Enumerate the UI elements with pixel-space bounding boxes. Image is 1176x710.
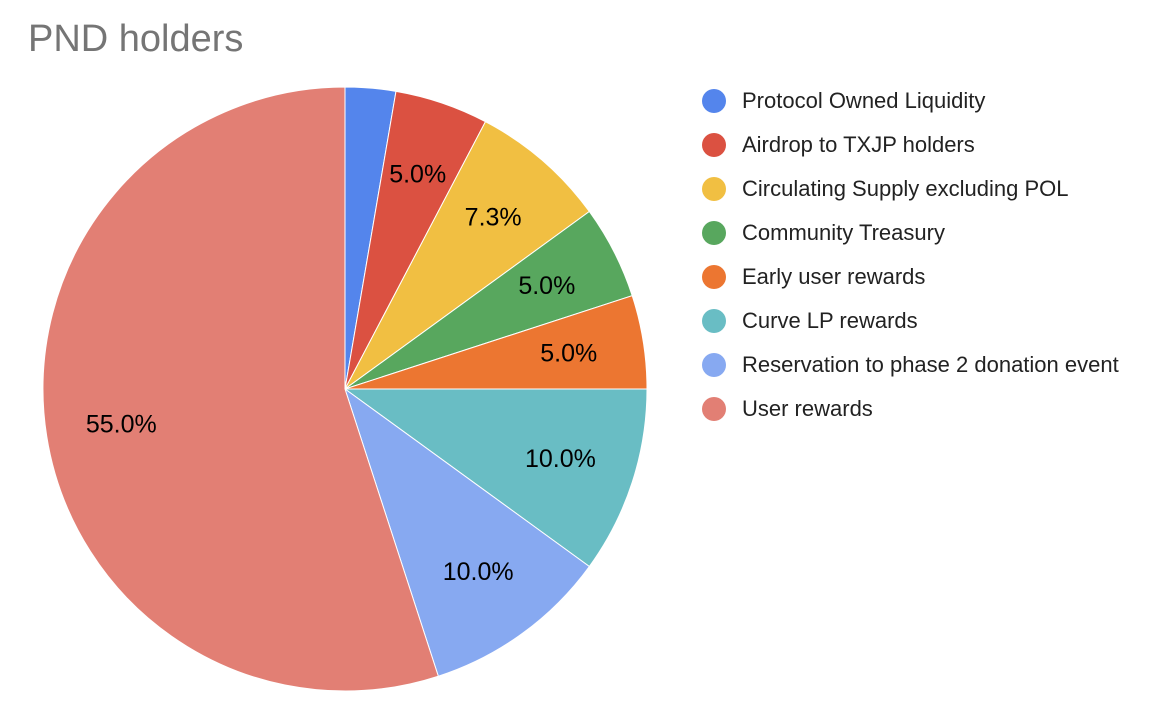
pie-slice-2 [344, 120, 591, 390]
pie-slice-label-7: 55.0% [86, 410, 157, 438]
pie-slice-label-4: 5.0% [540, 340, 597, 368]
pie-slice-5 [343, 388, 648, 568]
legend-item-5: Curve LP rewards [702, 299, 1119, 343]
legend-label-5: Curve LP rewards [742, 308, 918, 333]
pie-slice-labels: 5.0% 7.3% 5.0% 5.0% 10.0% 10.0% 55.0% [86, 160, 597, 586]
chart-legend: Protocol Owned Liquidity Airdrop to TXJP … [702, 79, 1119, 431]
legend-swatch-7 [702, 397, 726, 421]
pie-slice-label-5: 10.0% [525, 445, 596, 473]
legend-swatch-1 [702, 133, 726, 157]
legend-label-1: Airdrop to TXJP holders [742, 132, 975, 157]
legend-swatch-4 [702, 265, 726, 289]
legend-label-2: Circulating Supply excluding POL [742, 176, 1069, 201]
legend-item-7: User rewards [702, 387, 1119, 431]
legend-label-0: Protocol Owned Liquidity [742, 88, 986, 113]
legend-item-6: Reservation to phase 2 donation event [702, 343, 1119, 387]
legend-item-2: Circulating Supply excluding POL [702, 167, 1119, 211]
legend-swatch-2 [702, 177, 726, 201]
pie-slices [42, 86, 648, 692]
pie-slice-6 [344, 387, 591, 677]
pie-slice-label-2: 7.3% [465, 204, 522, 232]
legend-label-4: Early user rewards [742, 264, 926, 289]
legend-label-3: Community Treasury [742, 220, 945, 245]
legend-label-7: User rewards [742, 396, 873, 421]
pie-slice-label-3: 5.0% [518, 272, 575, 300]
legend-item-4: Early user rewards [702, 255, 1119, 299]
legend-label-6: Reservation to phase 2 donation event [742, 352, 1119, 377]
pie-slice-label-6: 10.0% [443, 558, 514, 586]
legend-item-3: Community Treasury [702, 211, 1119, 255]
legend-item-1: Airdrop to TXJP holders [702, 123, 1119, 167]
legend-swatch-3 [702, 221, 726, 245]
legend-item-0: Protocol Owned Liquidity [702, 79, 1119, 123]
legend-swatch-0 [702, 89, 726, 113]
legend-swatch-6 [702, 353, 726, 377]
pie-slice-label-1: 5.0% [389, 160, 446, 188]
pie-chart: 5.0% 7.3% 5.0% 5.0% 10.0% 10.0% 55.0% [42, 86, 648, 692]
pie-slice-7 [42, 86, 439, 692]
legend-swatch-5 [702, 309, 726, 333]
chart-title: PND holders [28, 18, 244, 60]
